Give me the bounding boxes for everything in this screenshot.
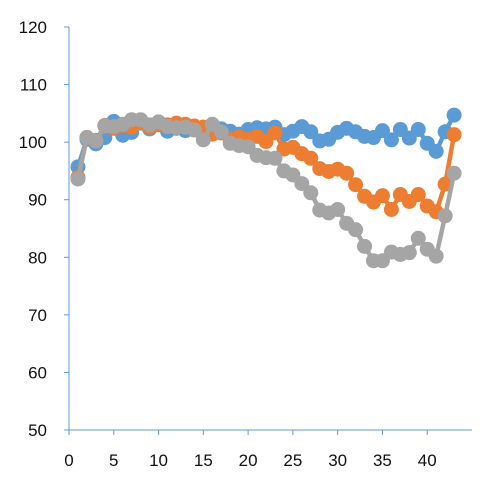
x-tick-label: 15 [194,451,213,470]
series-3-point [213,124,229,140]
axes: 50 60 70 80 90 100 110 120 0 5 10 15 20 25 30 35 40 [19,18,472,470]
x-tick-label: 20 [239,451,258,470]
series-3-point [267,150,283,166]
y-tick-label: 50 [28,421,47,440]
x-tick-label: 0 [64,451,73,470]
series-3-point [437,208,453,224]
series-layer [70,107,462,269]
x-tick-label: 10 [149,451,168,470]
y-tick-label: 100 [19,133,47,152]
series-1-point [383,132,399,148]
series-3-point [195,132,211,148]
y-tick-label: 90 [28,191,47,210]
y-tick-label: 120 [19,18,47,37]
x-tick-label: 5 [109,451,118,470]
series-3-point [186,122,202,138]
series-3-point [428,248,444,264]
series-2-point [374,188,390,204]
series-3-point [330,202,346,218]
series-1-point [428,143,444,159]
series-2-point [303,150,319,166]
series-1-point [303,124,319,140]
series-2-point [446,127,462,143]
series-2-point [348,177,364,193]
y-tick-label: 60 [28,363,47,382]
series-1-point [446,107,462,123]
series-2-point [383,202,399,218]
y-tick-label: 80 [28,248,47,267]
series-3-point [294,176,310,192]
series-3-point [410,230,426,246]
series-2-point [267,125,283,141]
series-3-point [348,222,364,238]
x-tick-label: 40 [418,451,437,470]
x-tick-label: 30 [328,451,347,470]
series-3-point [88,133,104,149]
series-2-point [410,187,426,203]
series-3-point [357,238,373,254]
series-3-point [303,185,319,201]
y-tick-label: 70 [28,306,47,325]
series-3-point [70,171,86,187]
x-tick-label: 25 [283,451,302,470]
series-3-point [401,245,417,261]
series-1-point [410,121,426,137]
series-3 [70,112,462,269]
series-1-point [374,123,390,139]
series-3-point [446,165,462,181]
x-tick-label: 35 [373,451,392,470]
series-2-point [339,165,355,181]
y-tick-label: 110 [20,76,47,95]
